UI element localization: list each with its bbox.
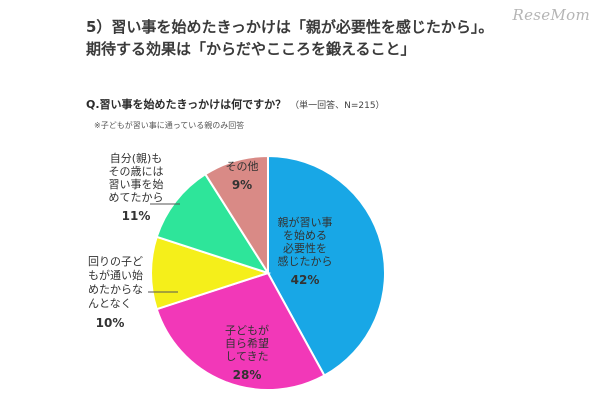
slice-label: を始める (283, 228, 327, 242)
slice-label: んとなく (88, 297, 132, 310)
slice-label: 自分(親)も (110, 152, 163, 165)
slice-label: 必要性を (283, 241, 327, 255)
slice-label: その他 (226, 160, 259, 173)
slice-label: もが通い始 (88, 268, 143, 282)
slice-label: その歳には (109, 165, 164, 178)
pie-slice (155, 271, 326, 391)
headline: 5）習い事を始めたきっかけは「親が必要性を感じたから」。 期待する効果は「からだ… (86, 16, 493, 60)
question-title: Q.習い事を始めたきっかけは何ですか？ （単一回答、N=215） (86, 96, 385, 112)
slice-label: 子どもが (225, 323, 269, 337)
slice-label: 親が習い事 (278, 215, 333, 229)
slice-label: めてたから (109, 191, 164, 204)
pie-slice (267, 154, 386, 377)
headline-line-2: 期待する効果は「からだやこころを鍛えること」 (86, 40, 416, 58)
slice-percent: 10% (96, 316, 125, 330)
respondent-note: ※子どもが習い事に通っている親のみ回答 (94, 121, 245, 130)
slice-label: めたからな (88, 283, 143, 296)
slice-label-group: その他 9% (226, 160, 259, 192)
pie-slice (203, 154, 269, 277)
slice-percent: 11% (122, 209, 151, 223)
slice-percent: 42% (291, 273, 320, 287)
pie-slice (150, 235, 272, 311)
slice-percent: 9% (232, 178, 252, 192)
slice-label: 習い事を始 (109, 177, 164, 191)
slice-label: 感じたから (278, 255, 333, 268)
pie-slice (155, 172, 271, 275)
headline-line-1: 5）習い事を始めたきっかけは「親が必要性を感じたから」。 (86, 18, 494, 36)
slice-label: 自ら希望 (225, 336, 269, 350)
question-note: （単一回答、N=215） (290, 101, 385, 111)
slice-label: 回りの子ど (88, 255, 143, 268)
question-text: Q.習い事を始めたきっかけは何ですか？ (86, 98, 287, 111)
slice-percent: 28% (233, 368, 262, 382)
slice-label: してきた (225, 350, 268, 363)
site-logo: ReseMom (512, 6, 590, 24)
